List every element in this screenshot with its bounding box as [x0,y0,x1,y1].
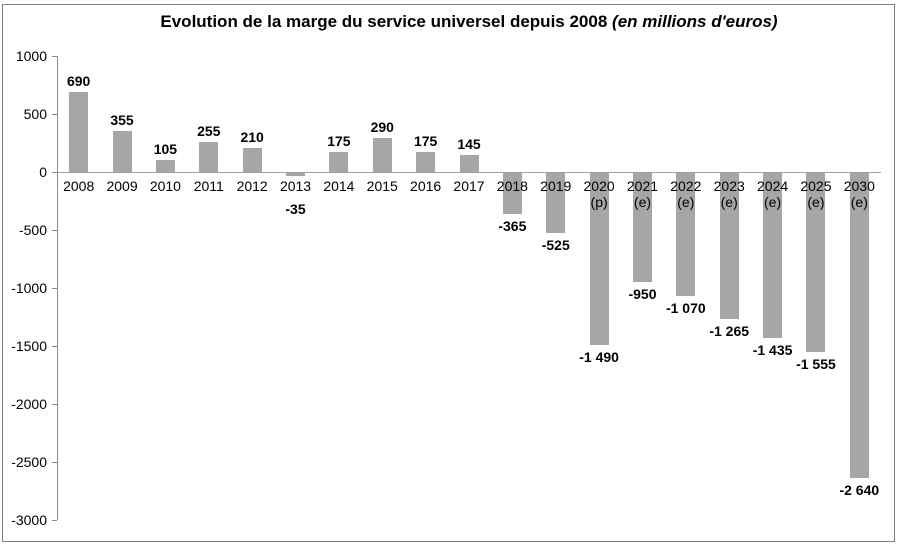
x-axis-category-label: 2025 [800,178,832,194]
bar-value-label: -1 435 [752,342,793,359]
x-axis-category-sublabel: (e) [720,194,738,210]
bar [502,173,522,215]
bar-value-label: 210 [240,128,264,145]
y-axis-tick-label: -3000 [11,512,47,528]
bar [459,155,479,172]
x-axis-category-label: 2012 [236,178,268,194]
bar [546,173,566,233]
y-axis-tick-label: 1000 [15,48,47,64]
bar-value-label: -1 070 [665,300,706,317]
bar-value-label: 255 [197,123,221,140]
bar [589,173,609,345]
x-axis-category-label: 2011 [193,178,224,194]
bar-value-label: -1 490 [579,348,619,365]
y-axis-tick-label: 500 [23,106,47,122]
bar-value-label: 175 [327,132,351,149]
x-axis-category-label: 2010 [149,178,181,194]
bar-value-label: -35 [285,201,306,217]
y-axis-tick-label: 0 [39,164,47,180]
bar [372,138,392,172]
bar [69,91,89,172]
x-axis-category-label: 2024 [757,178,789,194]
bar-value-label: 355 [110,111,134,128]
y-axis-tick-mark [52,288,57,289]
y-axis-tick-mark [52,346,57,347]
y-axis-line [57,56,58,520]
x-axis-category-sublabel: (e) [633,194,652,210]
bar-value-label: 145 [457,136,481,153]
bar-value-label: 290 [370,119,394,136]
y-axis-tick-label: -2000 [11,396,47,412]
y-axis-tick-mark [52,404,57,405]
bar [416,151,436,172]
bar [806,173,826,353]
chart-border-frame [2,4,895,542]
x-axis-category-sublabel: (e) [850,194,868,210]
y-axis-tick-mark [52,172,57,173]
x-axis-category-sublabel: (e) [807,194,825,210]
bar [763,173,783,339]
x-axis-category-label: 2018 [496,178,528,194]
bar [849,173,869,479]
x-axis-category-label: 2023 [713,178,745,194]
bar-value-label: -2 640 [839,482,880,499]
x-axis-category-label: 2022 [670,178,702,194]
x-axis-category-label: 2017 [453,178,485,194]
bar [199,142,219,172]
bar-value-label: 690 [66,72,91,89]
bar [632,173,652,283]
bar [286,173,306,177]
bar-value-label: -1 265 [709,322,750,339]
bar-value-label: 105 [153,140,178,157]
x-axis-category-sublabel: (p) [590,194,608,210]
chart-title-unit: (en millions d'euros) [612,12,778,31]
x-axis-category-label: 2020 [583,178,615,194]
x-axis-category-label: 2008 [63,178,95,194]
chart-title-main: Evolution de la marge du service univers… [160,12,608,31]
x-axis-category-label: 2013 [279,178,312,194]
x-axis-category-label: 2009 [106,178,138,194]
y-axis-tick-mark [52,462,57,463]
bar [676,173,696,297]
x-axis-zero-line [57,172,881,173]
x-axis-category-label: 2021 [626,178,659,194]
bar [155,159,175,172]
bar [242,147,262,172]
x-axis-category-label: 2030 [843,178,875,194]
x-axis-category-label: 2015 [366,178,398,194]
bar [112,130,132,172]
x-axis-category-sublabel: (e) [764,194,782,210]
x-axis-category-label: 2014 [323,178,355,194]
bar-value-label: -950 [628,286,657,303]
y-axis-tick-mark [52,230,57,231]
y-axis-tick-mark [52,114,57,115]
y-axis-tick-mark [52,56,57,57]
bar [719,173,739,319]
x-axis-category-label: 2019 [540,178,572,194]
bar-value-label: -365 [498,218,527,235]
y-axis-tick-label: -500 [18,222,47,238]
x-axis-category-sublabel: (e) [677,194,695,210]
bar-value-label: 175 [413,132,438,149]
y-axis-tick-label: -2500 [11,454,47,470]
bar [329,151,349,172]
bar-value-label: -1 555 [796,356,836,373]
y-axis-tick-label: -1500 [11,338,47,354]
y-axis-tick-label: -1000 [11,280,47,296]
y-axis-tick-mark [52,520,57,521]
chart-title: Evolution de la marge du service univers… [57,12,881,32]
x-axis-category-label: 2016 [410,178,442,194]
bar-value-label: -525 [541,236,570,253]
